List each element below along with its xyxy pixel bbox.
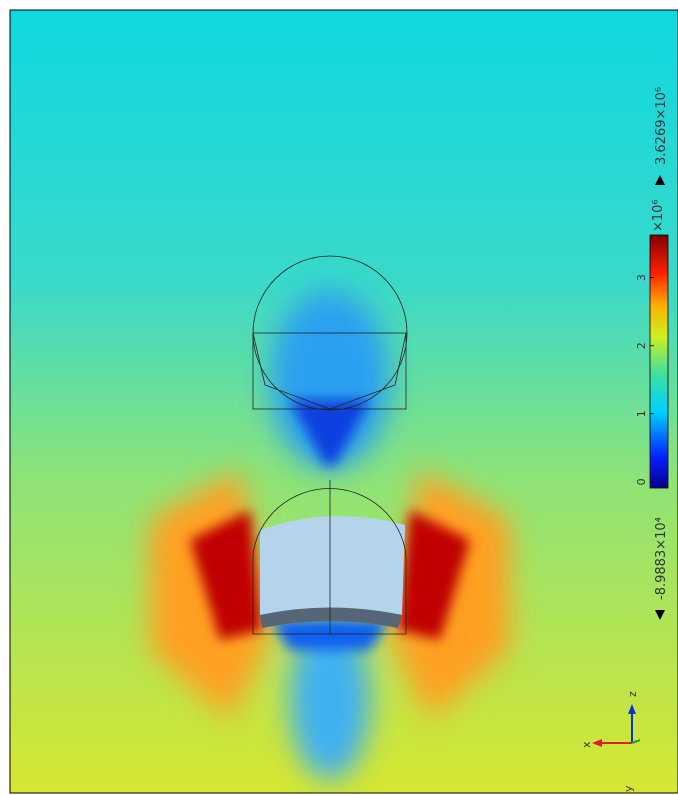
- axis-z: z: [626, 691, 639, 697]
- colorbar: [650, 235, 668, 488]
- field-plot: [10, 10, 678, 793]
- colorbar-unit: ×10⁶: [651, 199, 666, 232]
- colorbar-tick-label: 2: [635, 342, 648, 349]
- colorbar-tick-label: 0: [635, 478, 648, 485]
- axis-x: x: [580, 741, 593, 748]
- colorbar-tick-label: 1: [635, 410, 648, 417]
- axis-y: y: [622, 785, 635, 792]
- min-label: -8.9883×10⁴: [654, 517, 669, 600]
- colorbar-tick-label: 3: [635, 274, 648, 281]
- screenshot: ×10⁶ 3.6269×10⁶ -8.9883×10⁴ z x y 0 1 2 3: [0, 0, 678, 795]
- max-label: 3.6269×10⁶: [654, 87, 669, 165]
